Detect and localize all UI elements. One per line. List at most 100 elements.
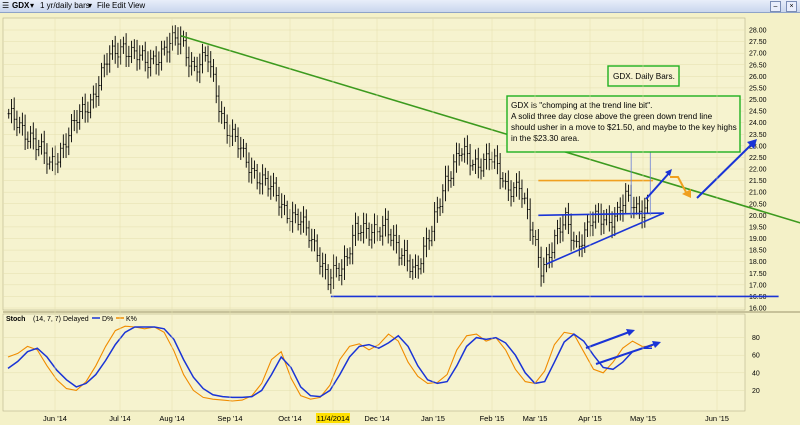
price-tick-label: 18.00: [749, 259, 767, 266]
price-bar: [21, 112, 24, 136]
price-bar: [351, 224, 354, 265]
price-bar: [365, 213, 368, 239]
price-bar: [397, 234, 401, 266]
price-bar: [160, 40, 163, 71]
price-bar: [356, 216, 360, 241]
symbol-dropdown-icon[interactable]: ▾: [30, 1, 35, 10]
price-tick-label: 24.00: [749, 120, 767, 127]
price-tick-label: 27.00: [749, 51, 767, 58]
price-bar: [78, 104, 81, 130]
price-bar: [97, 76, 101, 107]
price-bar: [370, 223, 374, 249]
price-bar: [474, 149, 477, 174]
price-bar: [403, 239, 406, 267]
price-bar: [594, 204, 597, 229]
price-bar: [255, 163, 259, 190]
menu-view[interactable]: View: [128, 1, 146, 10]
close-icon[interactable]: ×: [786, 1, 797, 12]
price-tick-label: 23.50: [749, 132, 767, 139]
menu-edit[interactable]: Edit: [112, 1, 126, 10]
price-bar: [250, 157, 253, 184]
price-bar: [15, 110, 19, 137]
price-bar: [209, 51, 212, 78]
price-bar: [100, 62, 103, 91]
price-bar: [144, 41, 147, 72]
price-tick-label: 22.00: [749, 167, 767, 174]
price-bar: [75, 109, 79, 134]
price-bar: [23, 114, 27, 151]
period-selector[interactable]: 1 yr/daily bars: [40, 1, 90, 10]
price-bar: [34, 128, 38, 161]
price-pane: [2, 17, 746, 311]
price-bar: [348, 247, 352, 265]
price-bar: [231, 119, 234, 146]
price-bar: [29, 125, 32, 149]
price-bar: [127, 45, 131, 67]
price-bar: [280, 193, 283, 219]
price-bar: [258, 172, 262, 195]
price-tick-label: 28.00: [749, 28, 767, 35]
time-tick-label: Sep '14: [217, 414, 242, 423]
price-bar: [266, 170, 270, 197]
menu-file[interactable]: File: [97, 1, 110, 10]
price-bar: [496, 145, 499, 175]
price-bar: [59, 142, 62, 168]
price-bar: [613, 207, 616, 237]
price-bar: [245, 142, 248, 168]
price-bar: [329, 268, 333, 294]
time-tick-label: Jun '14: [43, 414, 67, 423]
price-bar: [40, 133, 43, 155]
price-bar: [417, 255, 420, 279]
time-tick-label: Feb '15: [480, 414, 505, 423]
price-bar: [154, 46, 158, 75]
symbol-selector[interactable]: GDX: [12, 1, 30, 10]
price-bar: [294, 204, 297, 224]
price-bar: [384, 208, 387, 237]
price-tick-label: 20.50: [749, 201, 767, 208]
stoch-legend-params: (14, 7, 7) Delayed: [33, 316, 89, 323]
price-bar: [359, 224, 363, 242]
period-dropdown-icon[interactable]: ▾: [88, 1, 93, 10]
chart-canvas: 16.00 16.50 17.00 17.50 18.00 18.50 19.00 19.50…: [2, 17, 800, 423]
price-bar: [141, 45, 144, 61]
price-bar: [444, 165, 447, 202]
price-bar: [526, 188, 529, 220]
price-bar: [215, 67, 218, 104]
price-bar: [408, 254, 412, 279]
price-bar: [389, 228, 393, 247]
price-bar: [135, 39, 139, 71]
price-bar: [239, 136, 242, 160]
price-bar: [108, 45, 111, 73]
price-bar: [438, 198, 442, 216]
price-bar: [387, 210, 390, 244]
price-bar: [73, 110, 76, 132]
price-bar: [195, 56, 199, 82]
minimize-icon[interactable]: –: [770, 1, 781, 12]
price-bar: [504, 172, 507, 190]
price-bar: [569, 213, 573, 252]
price-bar: [548, 243, 551, 269]
price-bar: [400, 248, 404, 266]
price-bar: [242, 138, 245, 158]
price-bar: [586, 214, 589, 238]
price-bar: [296, 208, 300, 231]
price-tick-label: 27.50: [749, 39, 767, 46]
price-bar: [310, 228, 313, 252]
price-bar: [283, 194, 286, 216]
time-tick-label: Aug '14: [159, 414, 184, 423]
app-menu-icon[interactable]: ☰: [2, 1, 10, 10]
price-bar: [277, 186, 281, 216]
price-bar: [206, 45, 210, 73]
triangle-bottom-line: [546, 212, 665, 265]
price-tick-label: 17.50: [749, 271, 767, 278]
price-bar: [152, 50, 155, 65]
price-bar: [518, 171, 521, 200]
price-bar: [488, 142, 491, 171]
price-bar: [406, 239, 409, 272]
price-tick-label: 24.50: [749, 109, 767, 116]
price-bar: [340, 259, 343, 286]
price-bar: [43, 130, 46, 165]
price-bar: [457, 143, 461, 166]
price-tick-label: 26.50: [749, 62, 767, 69]
